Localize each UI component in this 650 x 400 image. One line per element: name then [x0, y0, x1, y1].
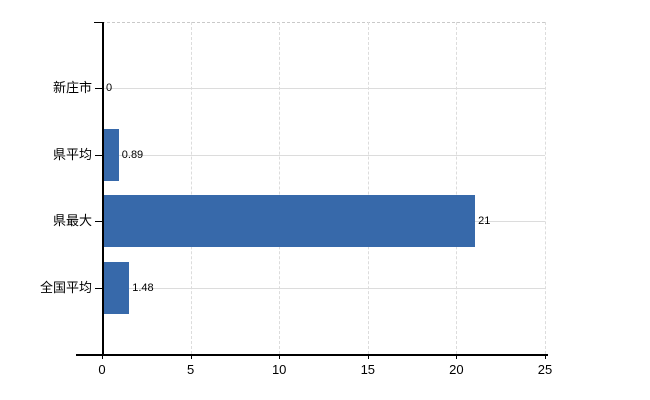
x-tick-label: 5: [186, 362, 195, 377]
vertical-gridline: [367, 22, 369, 354]
y-tick: [95, 154, 102, 156]
y-category-label: 全国平均: [39, 279, 92, 295]
x-tick: [279, 354, 281, 359]
plot-area: [102, 22, 545, 354]
vertical-gridline: [190, 22, 192, 354]
y-axis-top-tick: [94, 22, 102, 23]
bar-2: [103, 128, 119, 181]
y-category-label: 県平均: [52, 146, 92, 162]
bar-3: [103, 195, 476, 248]
x-tick-label: 10: [271, 362, 287, 377]
value-label: 1.48: [132, 281, 154, 294]
x-tick: [545, 354, 546, 359]
x-tick: [456, 354, 458, 359]
y-tick: [95, 221, 102, 223]
x-tick: [367, 354, 369, 359]
horizontal-gridline: [102, 287, 545, 289]
y-category-label: 新庄市: [52, 80, 92, 96]
x-tick-label: 0: [98, 362, 106, 377]
y-tick: [95, 88, 102, 90]
horizontal-gridline: [102, 88, 545, 90]
x-tick-label: 25: [537, 362, 553, 377]
vertical-gridline: [545, 22, 546, 354]
x-tick-label: 15: [360, 362, 376, 377]
x-tick: [190, 354, 192, 359]
x-tick: [102, 354, 103, 359]
y-tick: [95, 287, 102, 289]
y-category-label: 県最大: [52, 213, 92, 229]
y-axis-line: [102, 22, 104, 354]
x-axis-line: [76, 354, 548, 356]
value-label: 21: [478, 215, 491, 228]
value-label: 0: [106, 82, 113, 95]
x-tick-label: 20: [449, 362, 464, 377]
horizontal-gridline: [102, 154, 545, 156]
vertical-gridline: [279, 22, 281, 354]
value-label: 0.89: [121, 148, 144, 161]
vertical-gridline: [456, 22, 458, 354]
bar-4: [103, 261, 130, 314]
